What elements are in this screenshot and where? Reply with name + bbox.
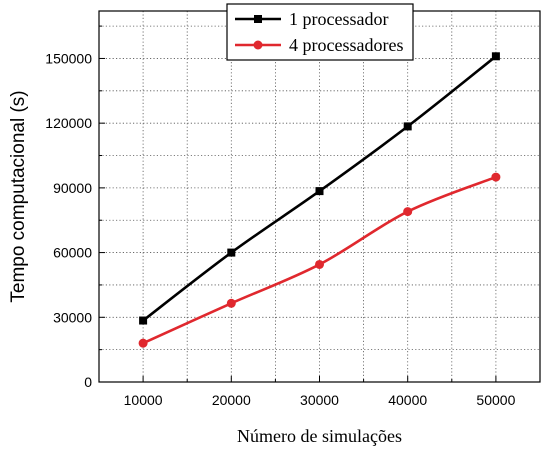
data-point-circle: [226, 298, 236, 308]
y-tick-label: 120000: [45, 115, 92, 131]
x-tick-label: 50000: [476, 392, 515, 408]
y-tick-label: 150000: [45, 50, 92, 66]
data-point-circle: [403, 207, 413, 217]
legend: 1 processador 4 processadores: [226, 3, 414, 61]
y-tick-label: 30000: [53, 309, 92, 325]
y-axis-title: Tempo computacional (s): [8, 90, 29, 302]
data-point-square: [403, 122, 412, 131]
x-tick-label: 20000: [212, 392, 251, 408]
axis-ticks: 10000 20000 30000 40000 50000 0 30000 60000 9000…: [45, 25, 516, 408]
legend-marker-circle: [253, 40, 263, 50]
x-axis-title: Número de simulações: [237, 426, 402, 446]
data-point-square: [139, 316, 148, 325]
data-point-circle: [315, 259, 324, 269]
legend-label: 4 processadores: [289, 35, 403, 55]
x-tick-label: 30000: [300, 392, 339, 408]
series-layer: [138, 52, 501, 348]
y-tick-label: 60000: [53, 245, 92, 261]
y-tick-label: 90000: [53, 180, 92, 196]
data-point-square: [491, 52, 500, 61]
x-tick-label: 10000: [124, 392, 163, 408]
plot-frame: [98, 10, 541, 383]
legend-label: 1 processador: [289, 9, 388, 29]
x-tick-label: 40000: [388, 392, 427, 408]
data-point-square: [227, 248, 236, 257]
legend-box: [226, 3, 414, 61]
legend-marker-square: [254, 15, 262, 23]
data-point-circle: [138, 338, 148, 348]
grid-lines: [99, 11, 540, 382]
y-tick-label: 0: [84, 374, 92, 390]
data-point-circle: [491, 172, 501, 182]
data-point-square: [315, 187, 324, 196]
